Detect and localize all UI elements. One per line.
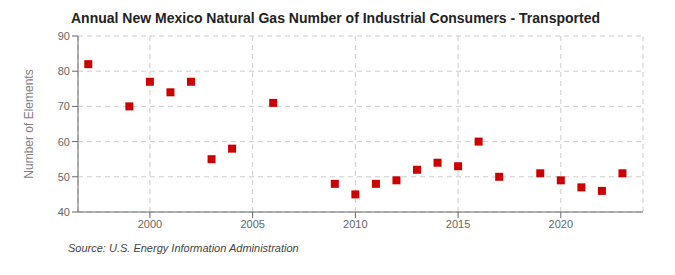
svg-text:40: 40 — [58, 206, 70, 218]
svg-text:2000: 2000 — [138, 218, 162, 230]
html-text:Annual New Mexico Natural Gas: Annual New Mexico Natural Gas Number of … — [71, 10, 600, 26]
svg-text:2005: 2005 — [240, 218, 264, 230]
svg-text:90: 90 — [58, 30, 70, 42]
svg-text:2020: 2020 — [549, 218, 573, 230]
svg-text:2015: 2015 — [446, 218, 470, 230]
svg-text:70: 70 — [58, 100, 70, 112]
html-text:Source: U.S. Energy Informatio: Source: U.S. Energy Information Administ… — [68, 242, 299, 254]
svg-text:80: 80 — [58, 65, 70, 77]
svg-text:Number of Elements: Number of Elements — [22, 69, 36, 178]
svg-text:60: 60 — [58, 136, 70, 148]
svg-text:50: 50 — [58, 171, 70, 183]
svg-text:2010: 2010 — [343, 218, 367, 230]
